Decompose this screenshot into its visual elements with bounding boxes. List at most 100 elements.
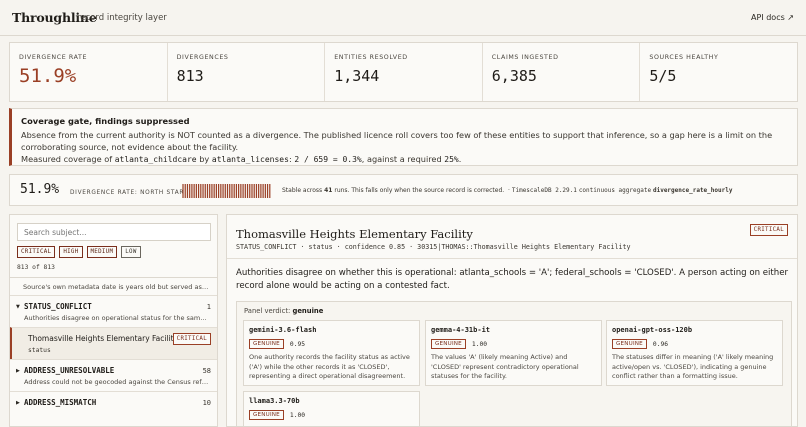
rate-sparkline (182, 184, 271, 198)
spark-bar (215, 184, 217, 198)
spark-bar (184, 184, 186, 198)
stat-entities-resolved: ENTITIES RESOLVED 1,344 (325, 43, 483, 101)
verdict-badge: GENUINE (249, 339, 284, 349)
divider (227, 258, 797, 259)
spark-bar (220, 184, 222, 198)
verdict-badge: GENUINE (612, 339, 647, 349)
stat-label: SOURCES HEALTHY (649, 54, 719, 61)
group-header[interactable]: ▶ ADDRESS_MISMATCH (16, 398, 209, 407)
detail-summary: Authorities disagree on whether this is … (236, 268, 789, 291)
api-docs-link[interactable]: API docs ↗ (751, 13, 794, 22)
detail-meta: STATUS_CONFLICT · status · confidence 0.… (236, 243, 631, 251)
group-header[interactable]: ▶ ADDRESS_UNRESOLVABLE (16, 366, 209, 375)
gate-required: 25% (444, 155, 459, 164)
spark-bar (244, 184, 246, 198)
model-name: llama3.3-70b (249, 397, 300, 405)
panel-verdict-header: Panel verdict: genuine (244, 307, 323, 315)
model-card: gemma-4-31b-it GENUINE 1.00 The values '… (425, 320, 602, 386)
group-name: ADDRESS_UNRESOLVABLE (24, 366, 115, 375)
spark-bar (253, 184, 255, 198)
spark-bar (240, 184, 242, 198)
gate-period: . (458, 154, 462, 164)
spark-bar (251, 184, 253, 198)
model-card: gemini-3.6-flash GENUINE 0.95 One author… (243, 320, 420, 386)
result-count: 813 of 813 (17, 264, 55, 271)
spark-bar (213, 184, 215, 198)
rate-note: Stable across 41 runs. This falls only w… (282, 187, 732, 194)
spark-bar (222, 184, 224, 198)
model-name: openai-gpt-oss-120b (612, 326, 693, 334)
rate-dot: · (508, 187, 510, 194)
model-name: gemma-4-31b-it (431, 326, 491, 334)
brand-logo[interactable]: Throughline (12, 10, 97, 25)
rate-value: 51.9% (20, 182, 60, 197)
spark-bar (269, 184, 271, 198)
spark-bar (249, 184, 251, 198)
spark-bar (197, 184, 200, 198)
stat-value: 813 (176, 67, 204, 85)
list-item-description[interactable]: Source's own metadata date is years old … (23, 283, 218, 291)
severity-badge: CRITICAL (172, 333, 211, 345)
stat-label: DIVERGENCE RATE (19, 54, 88, 61)
model-card: llama3.3-70b GENUINE 1.00 (243, 391, 420, 426)
verdict-row: GENUINE 1.00 (249, 410, 414, 420)
rate-note-prefix: Stable across (282, 187, 323, 194)
group-count: 10 (202, 399, 211, 407)
spark-bar (266, 184, 269, 198)
list-item-selected[interactable]: Thomasville Heights Elementary Facility … (10, 327, 217, 359)
rate-view: divergence_rate_hourly (652, 187, 733, 194)
group-address-unresolvable[interactable]: ▶ ADDRESS_UNRESOLVABLE 58 Address could … (10, 359, 217, 391)
verdict-row: GENUINE 0.95 (249, 339, 414, 349)
gate-coverage-line: Measured coverage of atlanta_childcare b… (21, 153, 788, 166)
spark-bar (262, 184, 264, 198)
gate-source-b: atlanta_licenses (211, 155, 289, 164)
stat-divergence-rate: DIVERGENCE RATE 51.9% (10, 43, 168, 101)
stats-bar: DIVERGENCE RATE 51.9% DIVERGENCES 813 EN… (9, 42, 798, 102)
spark-bar (211, 184, 213, 198)
finding-detail: Thomasville Heights Elementary Facility … (226, 214, 798, 427)
filter-critical[interactable]: CRITICAL (17, 246, 56, 258)
gate-source-a: atlanta_childcare (114, 155, 197, 164)
spark-bar (218, 184, 220, 198)
spark-bar (200, 184, 202, 198)
spark-bar (258, 184, 260, 198)
rate-agg: continuous aggregate (578, 187, 652, 194)
confidence-value: 1.00 (289, 411, 306, 419)
filter-high[interactable]: HIGH (59, 246, 83, 258)
rate-runs: 41 (324, 187, 333, 194)
filter-medium[interactable]: MEDIUM (86, 246, 118, 258)
group-description: Address could not be geocoded against th… (24, 378, 209, 386)
findings-sidebar: CRITICAL HIGH MEDIUM LOW 813 of 813 Sour… (9, 214, 218, 427)
top-bar: Throughline record integrity layer API d… (0, 0, 806, 36)
confidence-value: 0.96 (652, 340, 669, 348)
group-status-conflict[interactable]: ▼ STATUS_CONFLICT 1 Authorities disagree… (10, 295, 217, 327)
severity-badge: CRITICAL (749, 224, 788, 236)
verdict-badge: GENUINE (431, 339, 466, 349)
gate-measured-prefix: Measured coverage of (21, 154, 113, 164)
spark-bar (209, 184, 211, 198)
panel-verdict: Panel verdict: genuine gemini-3.6-flash … (236, 301, 792, 426)
stat-value: 51.9% (19, 65, 77, 87)
caret-right-icon[interactable]: ▶ (16, 367, 20, 374)
model-card: openai-gpt-oss-120b GENUINE 0.96 The sta… (606, 320, 783, 386)
group-name: ADDRESS_MISMATCH (24, 398, 97, 407)
group-header[interactable]: ▼ STATUS_CONFLICT (16, 302, 209, 311)
model-rationale: The values 'A' (likely meaning Active) a… (431, 353, 579, 381)
stat-claims-ingested: CLAIMS INGESTED 6,385 (483, 43, 641, 101)
spark-bar (260, 184, 262, 198)
findings-list: Source's own metadata date is years old … (10, 277, 218, 410)
spark-bar (189, 184, 191, 198)
rate-label: DIVERGENCE RATE: NORTH STAR (70, 190, 185, 196)
gate-title: Coverage gate, findings suppressed (21, 116, 190, 126)
spark-bar (195, 184, 197, 198)
verdict-badge: GENUINE (249, 410, 284, 420)
caret-down-icon[interactable]: ▼ (16, 303, 20, 310)
spark-bar (229, 184, 231, 198)
search-input[interactable] (17, 223, 211, 241)
caret-right-icon[interactable]: ▶ (16, 399, 20, 406)
gate-by: by (199, 154, 210, 164)
coverage-gate-notice: Coverage gate, findings suppressed Absen… (9, 108, 798, 166)
group-address-mismatch[interactable]: ▶ ADDRESS_MISMATCH 10 (10, 391, 217, 410)
filter-low[interactable]: LOW (121, 246, 141, 258)
stat-sources-healthy: SOURCES HEALTHY 5/5 (640, 43, 797, 101)
